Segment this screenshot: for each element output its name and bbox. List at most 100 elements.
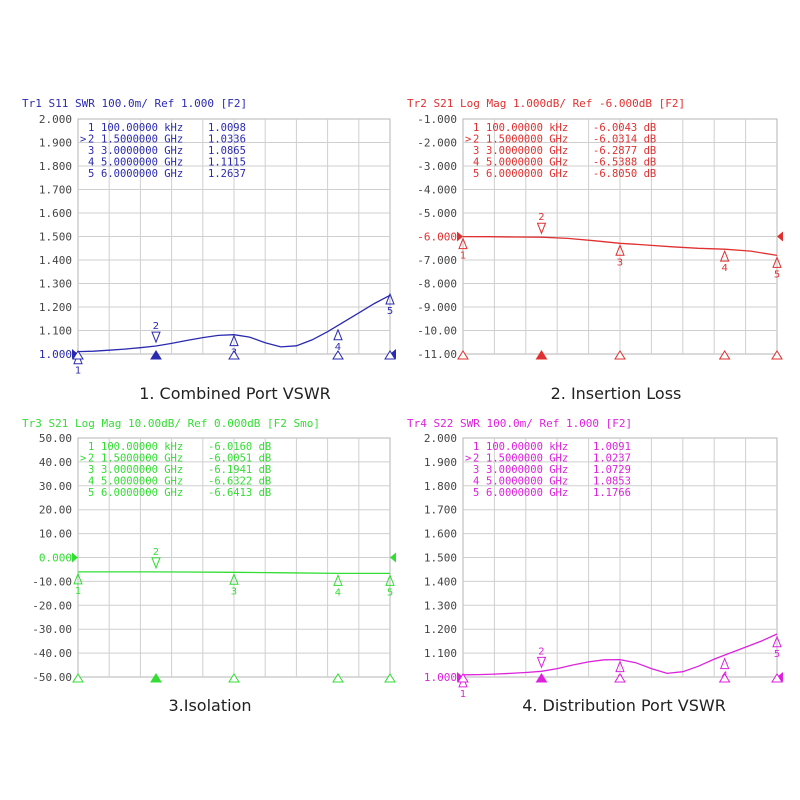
axis-marker-triangle — [384, 350, 396, 360]
trace-marker-triangle — [772, 256, 782, 268]
y-tick-label: 1.500 — [39, 231, 72, 244]
axis-marker-triangle — [150, 673, 162, 683]
ref-level-left-arrow — [457, 231, 463, 242]
chart-caption: 2. Insertion Loss — [551, 384, 682, 403]
axis-marker-triangle — [332, 673, 344, 683]
marker-table-id: 5 — [88, 487, 94, 499]
trace-marker-label: 5 — [774, 649, 780, 660]
y-tick-label: 1.200 — [39, 301, 72, 314]
trace-marker-label: 1 — [460, 251, 466, 262]
y-tick-label: -1.000 — [417, 113, 457, 126]
y-tick-label: 40.00 — [39, 456, 72, 469]
marker-table-value: 1.0865 — [208, 145, 246, 157]
marker-table-id: 1 — [88, 441, 94, 453]
chart-panel-1: Tr1 S11 SWR 100.0m/ Ref 1.000 [F2] 2.000 1… — [22, 97, 396, 403]
marker-table-freq: 3.0000000 GHz — [101, 145, 183, 157]
trace-marker-label: 3 — [231, 586, 237, 597]
marker-table-id: 5 — [473, 487, 479, 499]
marker-table-freq: 100.00000 kHz — [101, 441, 183, 453]
y-tick-label: -5.000 — [417, 207, 457, 220]
axis-marker-triangle — [228, 350, 240, 360]
trace-marker-label: 2 — [153, 321, 159, 332]
y-tick-label: 1.000 — [424, 671, 457, 684]
trace-marker-triangle — [615, 660, 625, 673]
marker-table-id: 3 — [473, 464, 479, 476]
marker-table-value: 1.0237 — [593, 453, 631, 465]
y-tick-label: 1.500 — [424, 552, 457, 565]
trace-marker-triangle — [333, 328, 343, 341]
trace-marker-triangle — [719, 249, 730, 262]
y-tick-label: 50.00 — [39, 432, 72, 445]
marker-table-freq: 1.5000000 GHz — [486, 134, 568, 146]
y-tick-label: 1.200 — [424, 623, 457, 636]
marker-table-value: 1.0729 — [593, 464, 631, 476]
axis-marker-triangle — [72, 350, 84, 360]
marker-table-id: 5 — [88, 168, 94, 180]
y-tick-label: -40.00 — [32, 647, 72, 660]
marker-table-id: 1 — [473, 441, 479, 453]
marker-table-freq: 5.0000000 GHz — [486, 476, 568, 488]
marker-table-id: 3 — [473, 145, 479, 157]
trace-marker-triangle — [151, 331, 161, 344]
marker-table-value: -6.0314 dB — [593, 134, 656, 146]
marker-table-freq: 100.00000 kHz — [486, 441, 568, 453]
trace-line — [462, 633, 778, 676]
axis-marker-triangle — [228, 673, 240, 683]
y-tick-label: -30.00 — [32, 623, 72, 636]
marker-table-freq: 1.5000000 GHz — [486, 453, 568, 465]
trace-marker-label: 1 — [75, 586, 81, 597]
y-tick-label: 10.00 — [39, 528, 72, 541]
marker-table-value: -6.0051 dB — [208, 453, 271, 465]
y-tick-label: -50.00 — [32, 671, 72, 684]
y-tick-label: 1.600 — [39, 207, 72, 220]
axis-marker-triangle — [535, 350, 548, 360]
axis-marker-triangle — [457, 673, 469, 683]
chart-panel-3: Tr3 S21 Log Mag 10.00dB/ Ref 0.000dB [F2… — [22, 417, 396, 715]
axis-marker-triangle — [535, 673, 548, 683]
marker-table-value: -6.0043 dB — [593, 122, 656, 134]
chart-panel-4: Tr4 S22 SWR 100.0m/ Ref 1.000 [F2] 2.000 1… — [407, 417, 783, 715]
trace-marker-label: 5 — [387, 587, 393, 598]
y-tick-label: 20.00 — [39, 504, 72, 517]
marker-table-value: 1.2637 — [208, 168, 246, 180]
marker-table-id: 4 — [88, 157, 94, 169]
trace-marker-label: 5 — [774, 269, 780, 280]
marker-table-value: 1.0091 — [593, 441, 631, 453]
trace-marker-triangle — [151, 557, 161, 570]
ref-level-left-arrow — [72, 552, 78, 563]
trace-marker-triangle — [772, 635, 782, 648]
y-tick-label: -7.000 — [417, 254, 457, 267]
marker-table-freq: 5.0000000 GHz — [486, 157, 568, 169]
marker-table-value: 1.0098 — [208, 122, 246, 134]
ref-level-left-arrow — [457, 672, 463, 682]
marker-table-freq: 3.0000000 GHz — [101, 464, 183, 476]
y-tick-label: 1.400 — [39, 254, 72, 267]
y-tick-label: -9.000 — [417, 301, 457, 314]
axis-marker-triangle — [72, 673, 84, 683]
trace-marker-triangle — [229, 334, 239, 347]
axis-marker-triangle — [150, 350, 162, 360]
marker-table-value: -6.5388 dB — [593, 157, 656, 169]
trace-marker-triangle — [333, 574, 343, 586]
ref-level-left-arrow — [72, 349, 78, 359]
axis-marker-triangle — [384, 673, 396, 683]
trace-marker-label: 4 — [721, 263, 727, 274]
y-tick-label: -3.000 — [417, 160, 457, 173]
trace-marker-triangle — [229, 572, 239, 585]
marker-table-freq: 6.0000000 GHz — [486, 487, 568, 499]
axis-marker-triangle — [771, 673, 783, 683]
y-tick-label: 1.000 — [39, 348, 72, 361]
trace-marker-triangle — [73, 572, 83, 585]
trace-marker-label: 3 — [617, 257, 623, 268]
trace-marker-triangle — [615, 243, 625, 256]
marker-table-selector: > — [465, 453, 471, 465]
ref-level-right-arrow — [777, 672, 783, 682]
trace-header: Tr3 S21 Log Mag 10.00dB/ Ref 0.000dB [F2… — [22, 417, 320, 430]
marker-table-value: -6.0160 dB — [208, 441, 271, 453]
marker-table-selector: > — [80, 453, 86, 465]
y-tick-label: 30.00 — [39, 480, 72, 493]
y-tick-label: -20.00 — [32, 599, 72, 612]
y-tick-label: -6.000 — [417, 231, 457, 244]
marker-table-id: 1 — [88, 122, 94, 134]
marker-table-value: -6.6322 dB — [208, 476, 271, 488]
